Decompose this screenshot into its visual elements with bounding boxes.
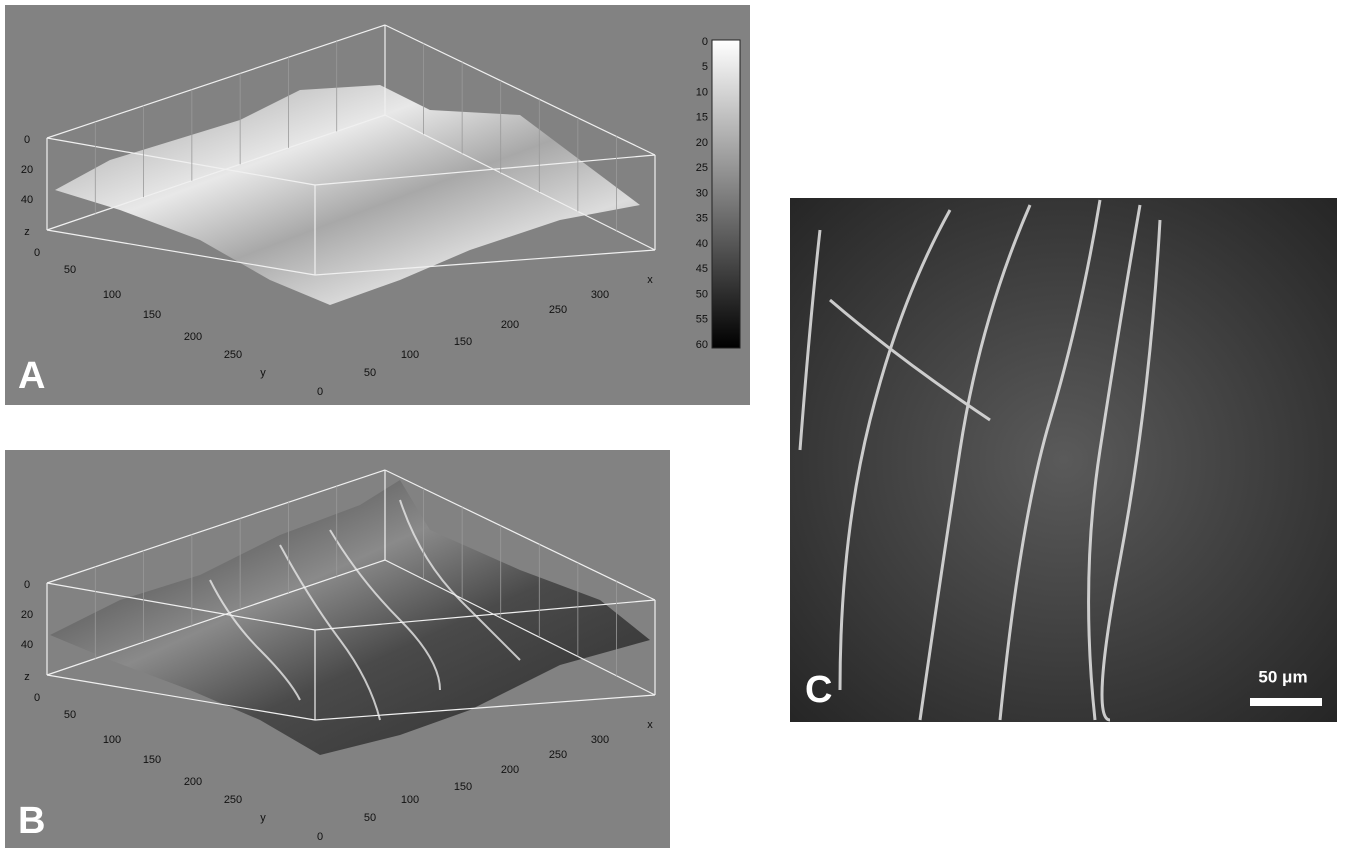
colorbar: [712, 40, 740, 348]
x-tick-label: 0: [317, 831, 323, 843]
y-tick-label: 200: [184, 331, 202, 343]
y-tick-label: 100: [103, 289, 121, 301]
y-tick-label: 0: [34, 247, 40, 259]
z-axis-label: z: [24, 671, 30, 683]
x-tick-label: 50: [364, 812, 376, 824]
z-tick-label: 40: [21, 639, 33, 651]
colorbar-tick-label: 15: [696, 112, 708, 124]
y-tick-label: 50: [64, 264, 76, 276]
x-tick-label: 200: [501, 764, 519, 776]
panel-label: B: [18, 800, 45, 842]
panel-label: C: [805, 669, 832, 711]
scale-bar: [1250, 698, 1322, 706]
y-tick-label: 0: [34, 692, 40, 704]
panel-c-image: [790, 198, 1337, 722]
x-tick-label: 0: [317, 386, 323, 398]
scale-label: 50 μm: [1258, 667, 1307, 686]
x-tick-label: 150: [454, 781, 472, 793]
colorbar-tick-label: 10: [696, 86, 708, 98]
x-axis-label: x: [647, 719, 653, 731]
x-tick-label: 150: [454, 336, 472, 348]
x-tick-label: 300: [591, 289, 609, 301]
colorbar-tick-label: 30: [696, 187, 708, 199]
colorbar-tick-label: 55: [696, 314, 708, 326]
y-axis-label: y: [260, 367, 266, 379]
colorbar-tick-label: 50: [696, 288, 708, 300]
x-axis-label: x: [647, 274, 653, 286]
x-tick-label: 300: [591, 734, 609, 746]
panel-label: A: [18, 355, 45, 397]
colorbar-tick-label: 35: [696, 213, 708, 225]
x-tick-label: 50: [364, 367, 376, 379]
y-axis-label: y: [260, 812, 266, 824]
z-tick-label: 0: [24, 134, 30, 146]
colorbar-tick-label: 45: [696, 263, 708, 275]
x-tick-label: 100: [401, 794, 419, 806]
figure: 50 μm C 02040z050100150200250y0501001502…: [0, 0, 1345, 850]
colorbar-tick-label: 5: [702, 61, 708, 73]
z-tick-label: 20: [21, 609, 33, 621]
colorbar-tick-label: 60: [696, 339, 708, 351]
z-tick-label: 0: [24, 579, 30, 591]
x-tick-label: 100: [401, 349, 419, 361]
y-tick-label: 150: [143, 754, 161, 766]
y-tick-label: 250: [224, 794, 242, 806]
colorbar-tick-label: 0: [702, 36, 708, 48]
y-tick-label: 100: [103, 734, 121, 746]
colorbar-tick-label: 25: [696, 162, 708, 174]
z-tick-label: 20: [21, 164, 33, 176]
x-tick-label: 250: [549, 304, 567, 316]
y-tick-label: 200: [184, 776, 202, 788]
colorbar-tick-label: 40: [696, 238, 708, 250]
z-tick-label: 40: [21, 194, 33, 206]
x-tick-label: 200: [501, 319, 519, 331]
x-tick-label: 250: [549, 749, 567, 761]
y-tick-label: 150: [143, 309, 161, 321]
z-axis-label: z: [24, 226, 30, 238]
y-tick-label: 50: [64, 709, 76, 721]
colorbar-tick-label: 20: [696, 137, 708, 149]
y-tick-label: 250: [224, 349, 242, 361]
